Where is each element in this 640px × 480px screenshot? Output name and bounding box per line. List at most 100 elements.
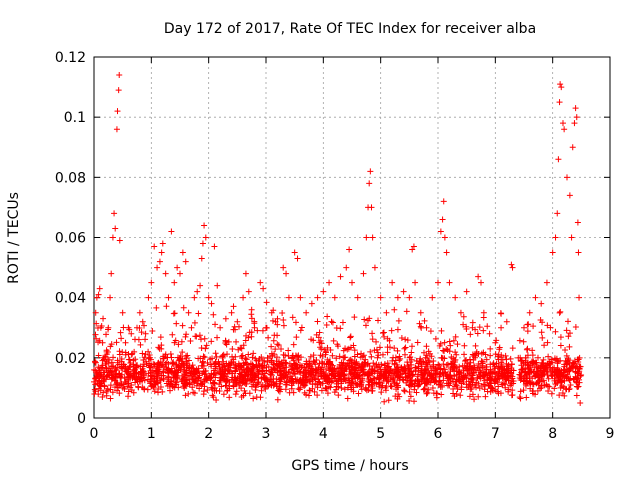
x-axis-label: GPS time / hours xyxy=(291,458,408,474)
roti-background-point xyxy=(219,366,226,373)
roti-background-point xyxy=(168,354,175,361)
roti-data-point xyxy=(234,318,241,325)
roti-background-point xyxy=(467,375,474,382)
roti-background-point xyxy=(385,363,392,370)
roti-background-point xyxy=(517,388,524,395)
roti-background-point xyxy=(438,391,445,398)
roti-data-point xyxy=(109,234,116,241)
roti-background-point xyxy=(158,342,165,349)
roti-background-point xyxy=(208,338,215,345)
roti-background-point xyxy=(441,339,448,346)
roti-background-point xyxy=(170,359,177,366)
roti-background-point xyxy=(220,372,227,379)
roti-background-point xyxy=(351,347,358,354)
roti-background-point xyxy=(126,372,133,379)
roti-background-point xyxy=(378,368,385,375)
roti-background-point xyxy=(545,375,552,382)
roti-background-point xyxy=(509,345,516,352)
roti-background-point xyxy=(175,341,182,348)
roti-background-point xyxy=(242,380,249,387)
roti-background-point xyxy=(232,391,239,398)
roti-data-point xyxy=(222,315,229,322)
roti-background-point xyxy=(237,344,244,351)
roti-data-point xyxy=(99,339,106,346)
roti-background-point xyxy=(229,353,236,360)
roti-background-point xyxy=(341,386,348,393)
roti-background-point xyxy=(274,396,281,403)
roti-background-point xyxy=(573,392,580,399)
roti-background-point xyxy=(482,351,489,358)
roti-background-point xyxy=(529,347,536,354)
roti-background-point xyxy=(259,327,266,334)
roti-background-point xyxy=(396,357,403,364)
roti-background-point xyxy=(136,378,143,385)
roti-background-point xyxy=(147,356,154,363)
roti-background-point xyxy=(300,377,307,384)
roti-background-point xyxy=(280,316,287,323)
roti-background-point xyxy=(116,390,123,397)
roti-background-point xyxy=(546,358,553,365)
roti-background-point xyxy=(541,342,548,349)
roti-background-point xyxy=(463,356,470,363)
roti-background-point xyxy=(397,355,404,362)
roti-background-point xyxy=(154,373,161,380)
roti-data-point xyxy=(297,294,304,301)
roti-background-point xyxy=(381,366,388,373)
roti-background-point xyxy=(558,379,565,386)
roti-background-point xyxy=(429,385,436,392)
roti-data-point xyxy=(508,261,515,268)
roti-background-point xyxy=(210,311,217,318)
roti-background-point xyxy=(415,371,422,378)
roti-background-point xyxy=(476,385,483,392)
roti-data-point xyxy=(331,294,338,301)
roti-background-point xyxy=(300,375,307,382)
roti-background-point xyxy=(388,383,395,390)
roti-background-point xyxy=(152,379,159,386)
roti-data-point xyxy=(128,330,135,337)
roti-background-point xyxy=(107,395,114,402)
roti-background-point xyxy=(99,393,106,400)
roti-background-point xyxy=(232,376,239,383)
roti-data-point xyxy=(437,228,444,235)
roti-background-point xyxy=(370,360,377,367)
roti-background-point xyxy=(324,390,331,397)
roti-background-point xyxy=(531,360,538,367)
roti-data-point xyxy=(409,246,416,253)
roti-background-point xyxy=(297,362,304,369)
roti-background-point xyxy=(402,351,409,358)
roti-background-point xyxy=(553,355,560,362)
roti-background-point xyxy=(520,387,527,394)
roti-background-point xyxy=(350,371,357,378)
roti-background-point xyxy=(157,384,164,391)
roti-background-point xyxy=(392,372,399,379)
roti-background-point xyxy=(147,363,154,370)
x-tick-label: 2 xyxy=(204,426,213,442)
roti-data-point xyxy=(251,324,258,331)
y-tick-label: 0 xyxy=(77,411,86,427)
roti-data-point xyxy=(248,306,255,313)
y-tick-label: 0.08 xyxy=(55,170,86,186)
roti-background-point xyxy=(402,344,409,351)
roti-background-point xyxy=(193,382,200,389)
roti-background-point xyxy=(382,367,389,374)
roti-background-point xyxy=(324,313,331,320)
roti-background-point xyxy=(347,334,354,341)
roti-background-point xyxy=(166,381,173,388)
roti-background-point xyxy=(374,349,381,356)
roti-background-point xyxy=(255,370,262,377)
roti-background-point xyxy=(268,359,275,366)
roti-background-point xyxy=(316,370,323,377)
roti-background-point xyxy=(464,360,471,367)
roti-background-point xyxy=(347,344,354,351)
roti-background-point xyxy=(101,383,108,390)
roti-data-point xyxy=(349,279,355,286)
roti-background-point xyxy=(564,371,571,378)
roti-background-point xyxy=(103,373,110,380)
roti-background-point xyxy=(575,370,582,377)
roti-background-point xyxy=(302,369,309,376)
roti-background-point xyxy=(375,376,382,383)
roti-background-point xyxy=(440,366,447,373)
roti-background-point xyxy=(472,342,479,349)
roti-background-point xyxy=(182,333,189,340)
roti-background-point xyxy=(354,372,361,379)
